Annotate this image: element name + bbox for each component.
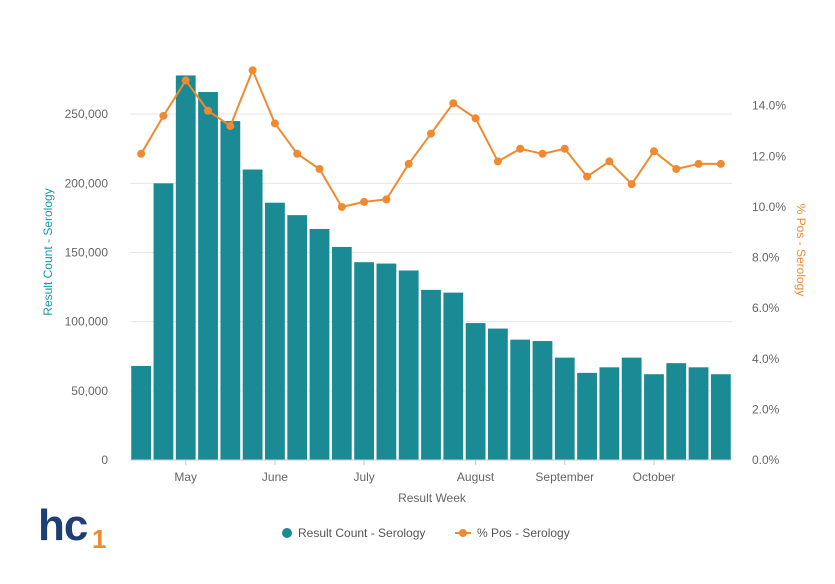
line-point[interactable] [270,119,279,128]
logo-text-1: 1 [92,524,106,554]
line-point[interactable] [449,99,458,108]
x-axis-title: Result Week [398,491,467,505]
legend: Result Count - Serology % Pos - Serology [282,526,570,540]
bar[interactable] [376,263,397,460]
bar[interactable] [554,357,575,460]
hc1-logo: hc 1 [38,501,106,554]
line-point[interactable] [137,149,146,158]
line-point[interactable] [583,172,592,181]
line-point[interactable] [627,180,636,189]
line-point[interactable] [716,159,725,168]
line-point[interactable] [560,144,569,153]
legend-label-result-count: Result Count - Serology [298,526,425,540]
line-point[interactable] [471,114,480,123]
bar[interactable] [131,365,152,460]
left-axis-title: Result Count - Serology [41,188,55,315]
x-tick-label: September [535,470,594,484]
bar[interactable] [220,121,241,460]
bar[interactable] [621,357,642,460]
bar[interactable] [599,367,620,460]
x-tick-label: October [633,470,676,484]
legend-label-pct-pos: % Pos - Serology [477,526,570,540]
bar[interactable] [354,262,375,460]
line-point[interactable] [337,202,346,211]
line-point[interactable] [248,66,257,75]
bar[interactable] [175,75,196,460]
line-series [137,66,725,211]
bar[interactable] [265,202,285,460]
axes: 0 50,000 100,000 150,000 200,000 250,000 0.0% 2… [65,99,787,484]
line-point[interactable] [516,144,525,153]
right-tick-label: 14.0% [752,99,786,113]
right-tick-label: 6.0% [752,301,780,315]
x-tick-label: July [353,470,374,484]
bar[interactable] [153,183,174,461]
bar[interactable] [421,289,441,460]
line-point[interactable] [538,149,547,158]
left-tick-label: 50,000 [71,384,108,398]
line-point[interactable] [159,111,168,120]
legend-marker-pct-pos [459,529,467,537]
line-point[interactable] [649,147,658,156]
right-axis-title: % Pos - Serology [794,204,808,297]
bar[interactable] [331,246,352,460]
bar[interactable] [577,372,597,460]
line-point[interactable] [382,195,391,204]
bar-series [131,75,731,461]
line-point[interactable] [226,121,235,130]
legend-marker-result-count [282,528,292,538]
left-tick-label: 0 [101,453,108,467]
right-tick-label: 10.0% [752,200,786,214]
line-point[interactable] [427,129,435,138]
bar[interactable] [465,323,486,460]
right-tick-label: 8.0% [752,251,780,265]
bar[interactable] [688,367,709,460]
bar[interactable] [443,292,464,460]
bar[interactable] [510,339,531,460]
line-point[interactable] [404,159,413,168]
left-tick-label: 250,000 [65,107,109,121]
x-tick-label: August [457,470,495,484]
right-tick-label: 0.0% [752,453,780,467]
legend-item-pct-pos[interactable]: % Pos - Serology [455,526,570,540]
line-point[interactable] [672,164,681,173]
bar[interactable] [532,341,553,460]
left-tick-label: 200,000 [65,176,109,190]
right-tick-label: 4.0% [752,352,780,366]
bar[interactable] [666,363,687,460]
bar[interactable] [398,270,419,460]
legend-item-result-count[interactable]: Result Count - Serology [282,526,425,540]
line-point[interactable] [605,157,614,166]
bar[interactable] [487,328,508,460]
x-tick-label: June [262,470,288,484]
bar[interactable] [309,228,330,460]
bar[interactable] [198,92,218,461]
line-point[interactable] [181,76,190,85]
line-point[interactable] [315,164,324,173]
bar[interactable] [287,215,308,460]
line-point[interactable] [694,159,703,168]
right-tick-label: 12.0% [752,149,786,163]
x-tick-label: May [174,470,197,484]
left-tick-label: 100,000 [65,315,109,329]
bar[interactable] [242,169,263,461]
line-point[interactable] [493,157,502,166]
line-point[interactable] [293,149,302,158]
bar[interactable] [710,374,731,460]
right-tick-label: 2.0% [752,402,780,416]
line-point[interactable] [204,106,213,115]
left-tick-label: 150,000 [65,246,109,260]
line-point[interactable] [360,197,369,206]
bar[interactable] [644,374,664,460]
logo-text-hc: hc [38,501,88,550]
